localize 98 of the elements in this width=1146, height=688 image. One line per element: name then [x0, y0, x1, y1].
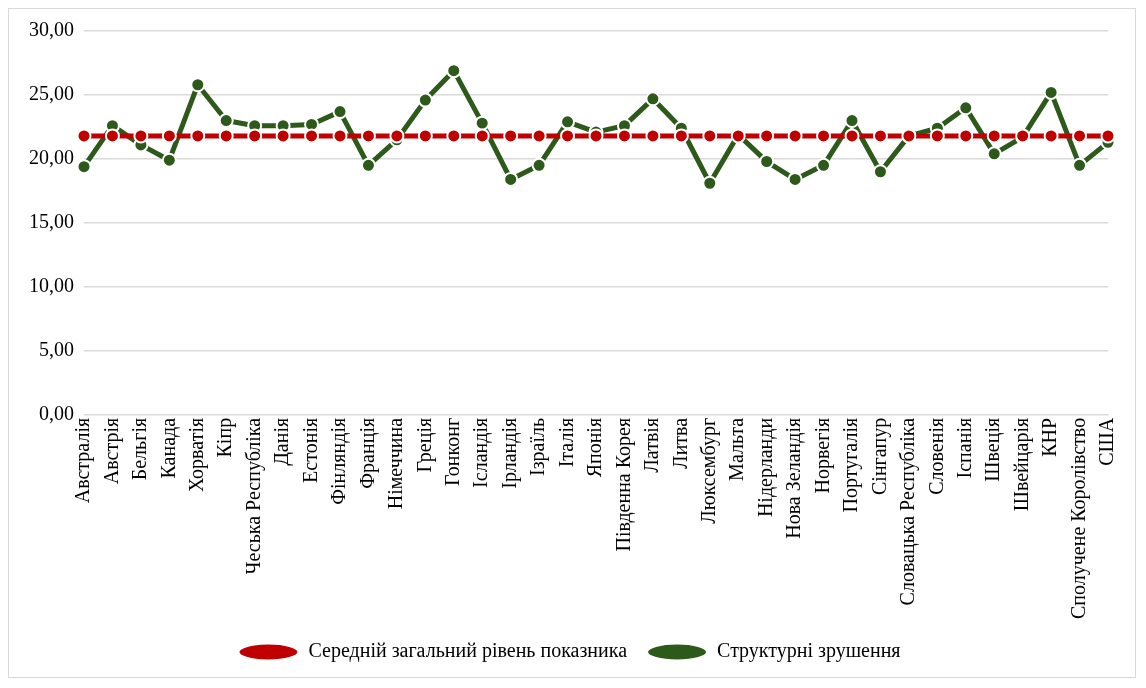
point [1072, 128, 1088, 144]
x-tick-label: Бельгія [128, 417, 151, 481]
point [787, 128, 803, 144]
point [190, 128, 206, 144]
point [104, 128, 120, 144]
point [446, 128, 462, 144]
point [161, 128, 177, 144]
point [332, 104, 348, 120]
x-tick-label: Німеччина [384, 417, 407, 510]
x-tick-label: Португалія [839, 417, 863, 513]
point [560, 128, 576, 144]
x-tick-label: Люксембург [697, 417, 721, 524]
point [816, 128, 832, 144]
point [1100, 128, 1116, 144]
point [304, 128, 320, 144]
point [76, 128, 92, 144]
point [759, 128, 775, 144]
x-tick-label: Нова Зеландія [782, 417, 806, 539]
point [702, 175, 718, 191]
point [133, 128, 149, 144]
point [218, 128, 234, 144]
x-tick-label: Греція [412, 417, 436, 473]
x-tick-label: США [1095, 417, 1118, 466]
point [417, 92, 433, 108]
point [503, 128, 519, 144]
x-tick-label: Фінляндія [327, 417, 351, 505]
point [588, 128, 604, 144]
x-tick-label: Швеція [981, 417, 1005, 482]
point [616, 128, 632, 144]
x-tick-label: Данія [270, 417, 294, 466]
point [332, 128, 348, 144]
x-tick-label: Словенія [924, 417, 947, 495]
point [986, 146, 1002, 162]
x-tick-label: Литва [668, 417, 691, 469]
x-tick-label: КНР [1038, 417, 1061, 457]
point [986, 128, 1002, 144]
x-tick-label: Естонія [298, 417, 321, 483]
point [247, 128, 263, 144]
y-tick-label: 5,00 [39, 338, 74, 361]
point [816, 157, 832, 173]
y-tick-label: 0,00 [39, 402, 74, 425]
x-tick-label: Нідерланди [753, 417, 777, 518]
x-tick-label: Швейцарія [1009, 417, 1033, 512]
y-tick-label: 15,00 [29, 210, 74, 233]
x-tick-label: Ізраїль [526, 417, 550, 476]
point [759, 154, 775, 170]
x-tick-label: Кіпр [213, 417, 237, 458]
point [787, 171, 803, 187]
x-tick-label: Італія [554, 417, 577, 468]
point [446, 63, 462, 79]
point [474, 128, 490, 144]
legend-label: Середній загальний рівень показника [308, 639, 628, 663]
x-tick-label: Хорватія [185, 417, 209, 493]
y-tick-label: 25,00 [29, 82, 74, 105]
point [161, 152, 177, 168]
point [275, 128, 291, 144]
x-tick-label: Латвія [640, 417, 663, 473]
point [389, 128, 405, 144]
x-tick-label: Ісландія [469, 417, 493, 488]
x-tick-label: Південна Корея [611, 417, 635, 552]
y-tick-label: 20,00 [29, 146, 74, 169]
point [958, 100, 974, 116]
point [560, 114, 576, 130]
legend-label: Структурні зрушення [717, 639, 901, 663]
x-tick-label: Чеська Республіка [241, 417, 265, 575]
x-tick-label: Гонконг [441, 417, 464, 486]
x-tick-label: Франція [355, 417, 379, 489]
x-tick-label: Сполучене Королівство [1066, 417, 1090, 620]
y-tick-label: 30,00 [29, 18, 74, 41]
point [645, 128, 661, 144]
point [360, 128, 376, 144]
point [1072, 157, 1088, 173]
point [929, 128, 945, 144]
x-tick-label: Мальта [725, 417, 748, 481]
point [474, 115, 490, 131]
point [673, 128, 689, 144]
x-tick-label: Словацька Республіка [896, 417, 920, 606]
point [531, 128, 547, 144]
x-tick-label: Австрія [99, 417, 123, 485]
x-tick-label: Канада [156, 417, 180, 479]
x-tick-label: Японія [583, 417, 606, 478]
point [958, 128, 974, 144]
point [503, 171, 519, 187]
point [1043, 128, 1059, 144]
point [531, 157, 547, 173]
point [872, 128, 888, 144]
y-tick-label: 10,00 [29, 274, 74, 297]
point [844, 128, 860, 144]
x-tick-label: Норвегія [810, 417, 834, 494]
x-tick-label: Ірландія [497, 417, 521, 489]
x-tick-label: Іспанія [953, 417, 976, 479]
point [645, 91, 661, 107]
point [76, 159, 92, 175]
point [190, 77, 206, 93]
point [702, 128, 718, 144]
point [417, 128, 433, 144]
point [844, 113, 860, 129]
x-tick-label: Сінгапур [867, 417, 891, 495]
